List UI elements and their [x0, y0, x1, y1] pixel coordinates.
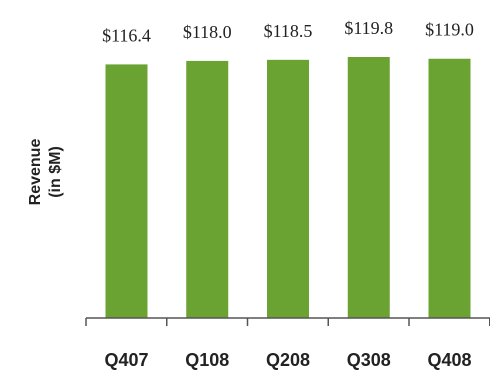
bar-Q108 [186, 60, 229, 318]
data-label-Q208: $118.5 [264, 21, 313, 41]
y-axis-label-line-2: (in $M) [47, 146, 64, 198]
x-tick-labels: Q407 Q108 Q208 Q308 Q408 [104, 350, 471, 370]
x-tick-label-Q308: Q308 [347, 350, 391, 370]
data-label-Q407: $116.4 [102, 25, 151, 45]
bar-Q208 [267, 59, 309, 319]
x-tick-label-Q408: Q408 [427, 350, 471, 370]
bar-Q407 [105, 64, 148, 318]
x-axis [85, 317, 490, 326]
bar-Q408 [428, 58, 471, 318]
bars [105, 57, 471, 319]
x-tick-label-Q108: Q108 [185, 350, 229, 370]
data-label-Q408: $119.0 [425, 20, 474, 40]
data-label-Q308: $119.8 [344, 18, 393, 38]
y-axis-label: Revenue (in $M) [27, 139, 64, 206]
x-tick-label-Q208: Q208 [266, 350, 310, 370]
data-label-Q108: $118.0 [183, 22, 232, 42]
data-labels: $116.4 $118.0 $118.5 $119.8 $119.0 [102, 18, 474, 45]
bar-Q308 [347, 57, 390, 318]
x-tick-label-Q407: Q407 [104, 350, 148, 370]
y-axis-label-line-1: Revenue [27, 139, 44, 206]
